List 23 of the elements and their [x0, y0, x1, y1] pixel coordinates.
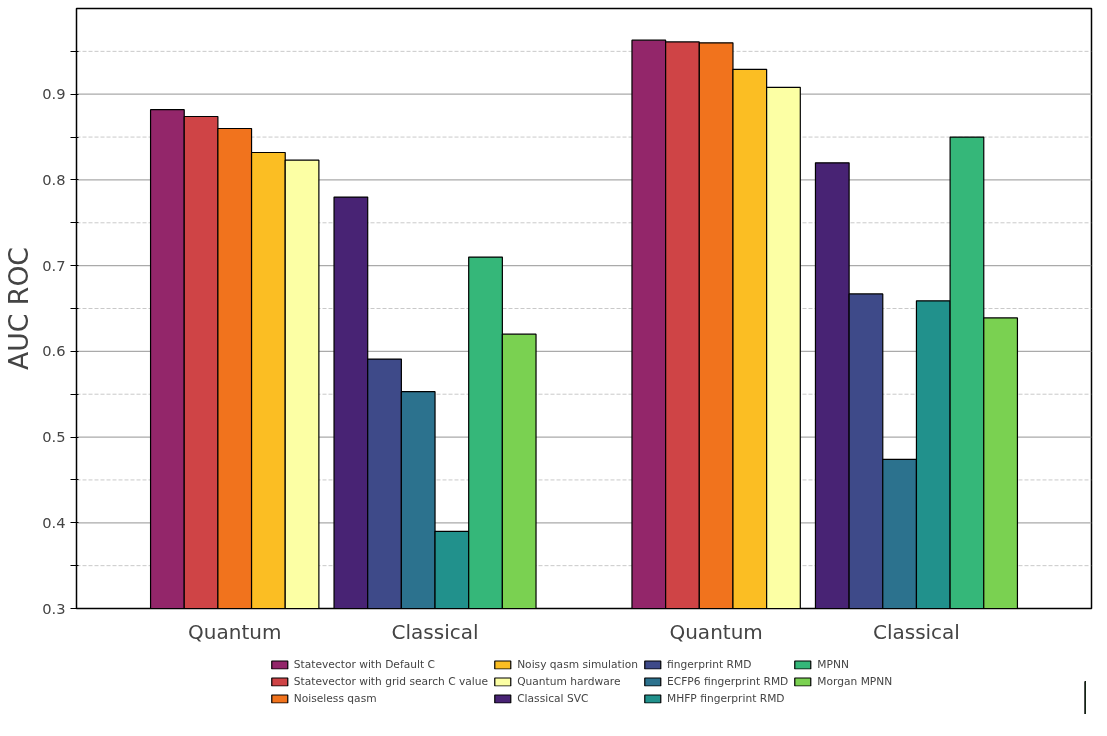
- y-tick-label: 0.3: [42, 599, 66, 617]
- y-tick-label: 0.4: [42, 513, 66, 531]
- x-tick-label: Classical: [391, 619, 479, 644]
- legend-label: Statevector with Default C: [293, 657, 435, 671]
- y-tick-label: 0.9: [42, 85, 66, 103]
- legend-label: Statevector with grid search C value: [293, 674, 489, 688]
- y-tick-label: 0.5: [42, 428, 66, 446]
- legend-label: Quantum hardware: [517, 674, 621, 688]
- x-tick-label: Classical: [872, 619, 960, 644]
- legend-label: Classical SVC: [517, 691, 589, 705]
- x-tick-label: Quantum: [188, 619, 282, 644]
- legend-label: Noisy qasm simulation: [517, 657, 639, 671]
- legend-label: MHFP fingerprint RMD: [667, 691, 785, 705]
- y-axis-title: AUC ROC: [3, 247, 35, 370]
- y-tick-label: 0.6: [42, 342, 66, 360]
- x-tick-label: Quantum: [669, 619, 763, 644]
- legend-label: ECFP6 fingerprint RMD: [667, 674, 789, 688]
- legend-label: MPNN: [817, 657, 849, 671]
- legend-label: Noiseless qasm: [293, 691, 377, 705]
- legend-label: Morgan MPNN: [817, 674, 893, 688]
- y-tick-label: 0.8: [42, 170, 66, 188]
- y-tick-label: 0.7: [42, 256, 66, 274]
- legend-label: fingerprint RMD: [667, 657, 752, 671]
